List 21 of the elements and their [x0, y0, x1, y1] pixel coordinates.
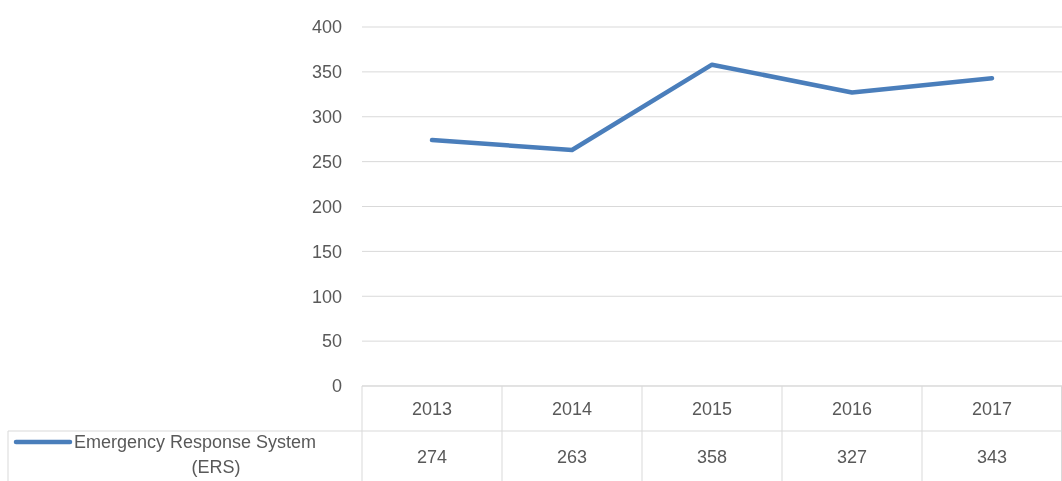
y-tick-label: 0	[331, 376, 342, 397]
data-label: 358	[696, 447, 728, 468]
y-tick-label: 50	[321, 331, 342, 352]
x-tick-label: 2016	[831, 398, 873, 419]
x-tick-label: 2013	[411, 398, 453, 419]
x-tick-label: 2014	[551, 398, 593, 419]
y-tick-label: 250	[311, 151, 342, 172]
line-series	[429, 62, 995, 153]
data-label: 274	[416, 447, 448, 468]
data-label: 343	[976, 447, 1008, 468]
y-tick-label: 300	[311, 107, 342, 128]
y-tick-label: 350	[311, 62, 342, 83]
y-tick-label: 100	[311, 286, 342, 307]
y-tick-label: 400	[311, 17, 342, 38]
x-tick-label: 2017	[971, 398, 1013, 419]
y-tick-label: 200	[311, 196, 342, 217]
data-label: 263	[556, 447, 588, 468]
y-tick-label: 150	[311, 241, 342, 262]
x-tick-label: 2015	[691, 398, 733, 419]
legend-label: Emergency Response System (ERS)	[74, 432, 317, 478]
data-label: 327	[836, 447, 868, 468]
